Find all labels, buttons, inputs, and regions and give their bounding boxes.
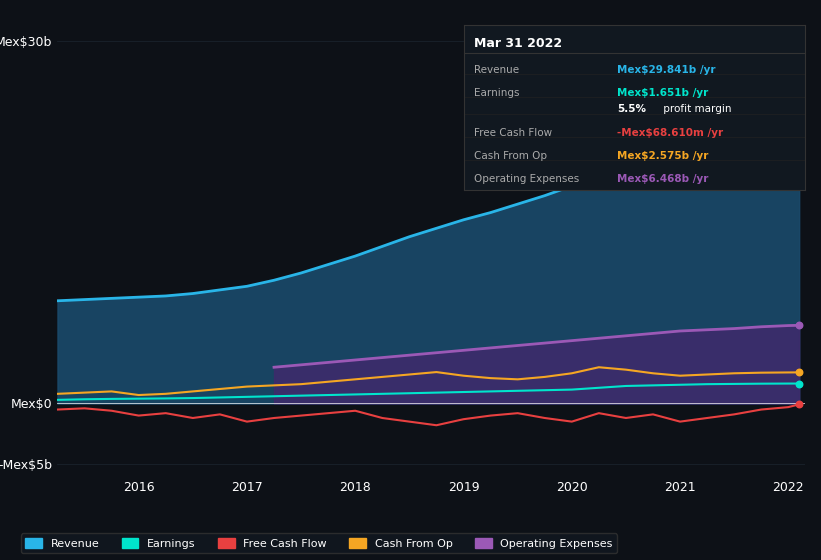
Point (792, 379, 805, 388)
Point (792, 39, 805, 48)
Text: Mar 31 2022: Mar 31 2022 (474, 37, 562, 50)
Text: Mex$1.651b /yr: Mex$1.651b /yr (617, 88, 709, 98)
Text: Revenue: Revenue (474, 65, 519, 75)
Text: profit margin: profit margin (660, 105, 732, 114)
Text: -Mex$68.610m /yr: -Mex$68.610m /yr (617, 128, 723, 138)
Text: Cash From Op: Cash From Op (474, 151, 547, 161)
Point (792, 321, 805, 330)
Point (792, 368, 805, 377)
Text: Mex$2.575b /yr: Mex$2.575b /yr (617, 151, 709, 161)
Text: Mex$6.468b /yr: Mex$6.468b /yr (617, 174, 709, 184)
Legend: Revenue, Earnings, Free Cash Flow, Cash From Op, Operating Expenses: Revenue, Earnings, Free Cash Flow, Cash … (21, 534, 617, 553)
Text: Operating Expenses: Operating Expenses (474, 174, 580, 184)
Point (792, 400, 805, 409)
Text: 5.5%: 5.5% (617, 105, 646, 114)
Text: Mex$29.841b /yr: Mex$29.841b /yr (617, 65, 716, 75)
Text: Earnings: Earnings (474, 88, 520, 98)
Text: Free Cash Flow: Free Cash Flow (474, 128, 553, 138)
